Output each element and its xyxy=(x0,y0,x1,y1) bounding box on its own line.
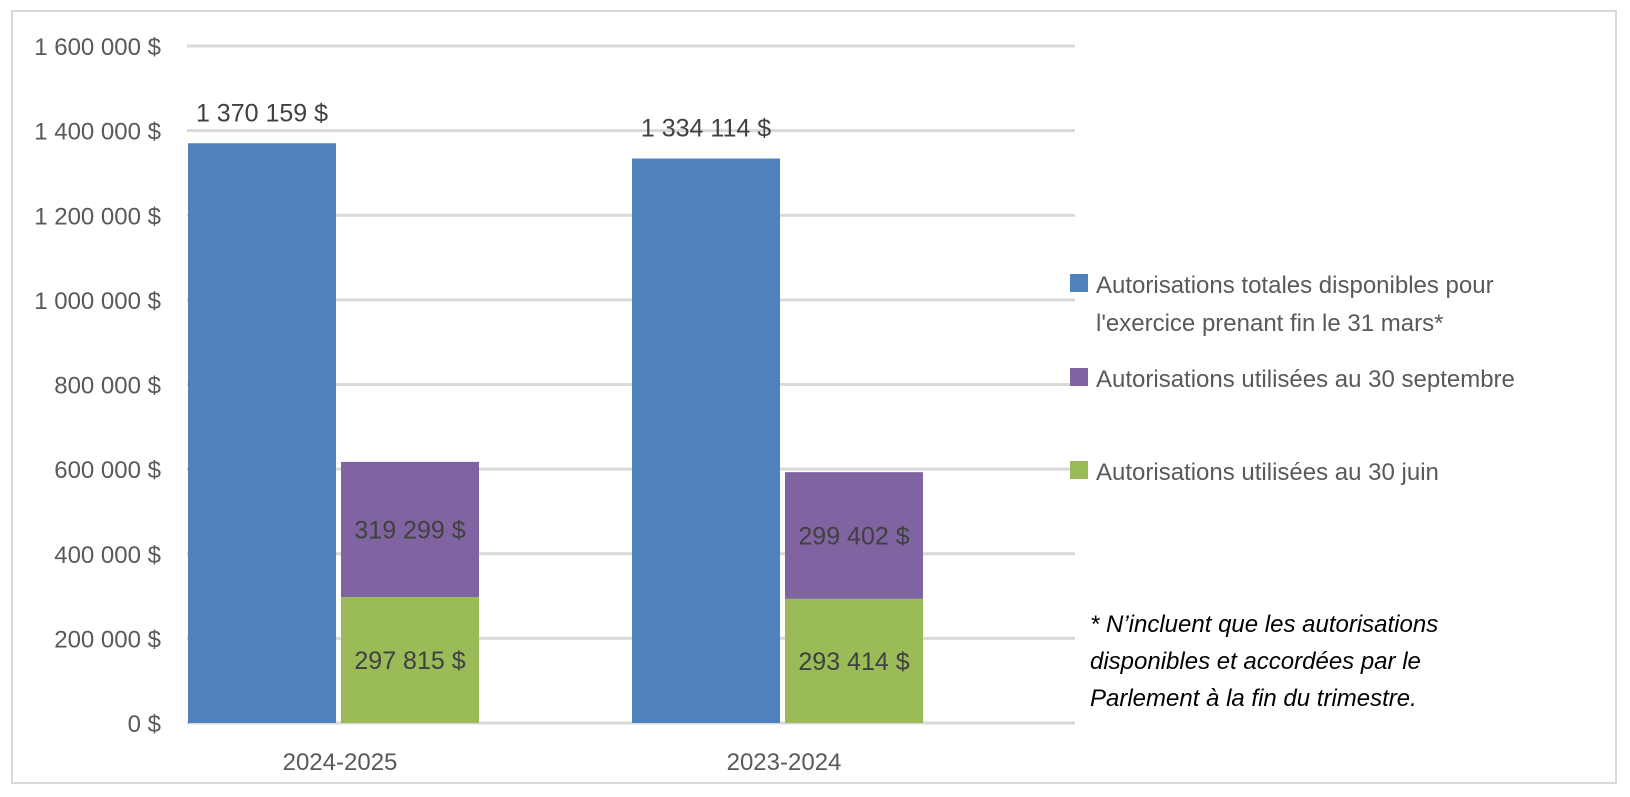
y-tick-label: 1 400 000 $ xyxy=(34,119,161,146)
data-label-segment: 297 815 $ xyxy=(354,647,465,675)
bar-total-2023-2024 xyxy=(632,158,780,723)
y-tick-label: 400 000 $ xyxy=(54,542,161,569)
footnote-line: disponibles et accordées par le xyxy=(1090,648,1421,675)
bar-segment-2024-2025 xyxy=(341,461,479,597)
x-tick-label: 2024-2025 xyxy=(283,749,398,776)
legend: Autorisations totales disponibles pour l'… xyxy=(1070,272,1515,486)
footnote-line: * N’incluent que les autorisations xyxy=(1090,611,1438,638)
bars xyxy=(188,143,923,724)
legend-swatch xyxy=(1070,461,1088,479)
y-tick-label: 600 000 $ xyxy=(54,457,161,484)
legend-label: l'exercice prenant fin le 31 mars* xyxy=(1096,310,1443,337)
data-label-segment: 319 299 $ xyxy=(354,516,465,544)
y-tick-label: 1 000 000 $ xyxy=(34,288,161,315)
y-tick-label: 1 200 000 $ xyxy=(34,203,161,230)
legend-swatch xyxy=(1070,368,1088,386)
legend-swatch xyxy=(1070,274,1088,292)
footnote-line: Parlement à la fin du trimestre. xyxy=(1090,685,1417,712)
bar-segment-2024-2025 xyxy=(341,596,479,723)
y-axis-tick-labels: 0 $ 200 000 $ 400 000 $ 600 000 $ 800 000 $ 1… xyxy=(34,34,161,738)
data-label-segment: 299 402 $ xyxy=(798,523,909,551)
legend-label: Autorisations utilisées au 30 juin xyxy=(1096,459,1439,486)
data-label-total: 1 370 159 $ xyxy=(196,99,328,127)
y-tick-label: 200 000 $ xyxy=(54,626,161,653)
bar-segment-2023-2024 xyxy=(785,472,923,599)
x-tick-label: 2023-2024 xyxy=(727,749,842,776)
legend-label: Autorisations utilisées au 30 septembre xyxy=(1096,366,1515,393)
footnote: * N’incluent que les autorisations dispon… xyxy=(1090,611,1438,712)
data-label-total: 1 334 114 $ xyxy=(641,115,771,143)
y-tick-label: 1 600 000 $ xyxy=(34,34,161,61)
bar-total-2024-2025 xyxy=(188,143,336,724)
data-labels: 1 370 159 $ 297 815 $ 319 299 $ 1 334 114 $… xyxy=(196,99,910,676)
y-tick-label: 800 000 $ xyxy=(54,373,161,400)
bar-segment-2023-2024 xyxy=(785,598,923,723)
data-label-segment: 293 414 $ xyxy=(798,648,909,676)
y-tick-label: 0 $ xyxy=(128,711,161,738)
legend-label: Autorisations totales disponibles pour xyxy=(1096,272,1494,299)
x-axis-tick-labels: 2024-2025 2023-2024 xyxy=(283,749,842,776)
